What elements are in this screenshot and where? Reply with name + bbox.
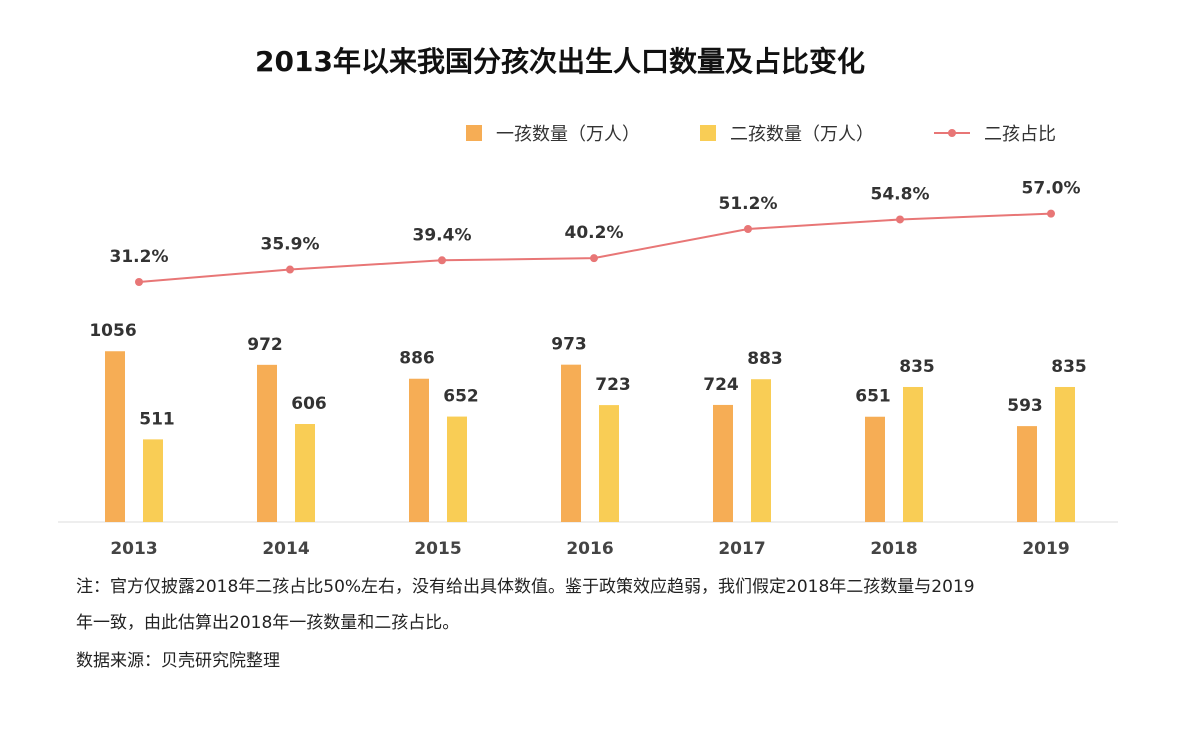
data-label-first-child-2016: 973 <box>551 335 587 355</box>
data-label-share-2013: 31.2% <box>110 247 169 267</box>
point-share-2013 <box>135 278 143 286</box>
legend-label-second-child-share: 二孩占比 <box>984 124 1056 145</box>
bar-first-child-2017 <box>713 404 733 522</box>
bar-second-child-2015 <box>447 416 467 522</box>
data-label-first-child-2017: 724 <box>703 375 739 395</box>
bar-first-child-2018 <box>865 416 885 522</box>
data-label-second-child-2019: 835 <box>1051 357 1087 377</box>
legend-line-swatch <box>934 125 970 141</box>
bar-second-child-2018 <box>903 386 923 522</box>
data-label-share-2014: 35.9% <box>261 235 320 255</box>
data-label-share-2017: 51.2% <box>719 194 778 214</box>
bar-second-child-2014 <box>295 424 315 522</box>
x-tick-label-2019: 2019 <box>1022 539 1069 559</box>
data-label-first-child-2014: 972 <box>247 335 283 355</box>
point-share-2014 <box>286 265 294 274</box>
chart-title: 2013年以来我国分孩次出生人口数量及占比变化 <box>255 45 865 78</box>
point-share-2015 <box>438 256 446 265</box>
data-label-share-2016: 40.2% <box>565 223 624 243</box>
point-share-2018 <box>896 215 904 224</box>
bar-first-child-2014 <box>257 364 277 522</box>
footnote-line-2: 年一致，由此估算出2018年一孩数量和二孩占比。 <box>76 613 460 633</box>
x-tick-label-2018: 2018 <box>870 539 917 559</box>
legend-item-second-child-share: 二孩占比 <box>934 120 1056 146</box>
data-label-second-child-2016: 723 <box>595 375 631 395</box>
legend-label-second-child: 二孩数量（万人） <box>730 124 874 145</box>
bar-second-child-2013 <box>143 439 163 522</box>
data-label-first-child-2015: 886 <box>399 349 435 369</box>
bar-second-child-2017 <box>751 379 771 522</box>
point-share-2016 <box>590 254 598 263</box>
x-tick-label-2016: 2016 <box>566 539 613 559</box>
x-tick-label-2015: 2015 <box>414 539 461 559</box>
x-tick-label-2014: 2014 <box>262 539 309 559</box>
data-label-second-child-2018: 835 <box>899 357 935 377</box>
point-share-2019 <box>1047 209 1055 218</box>
data-label-second-child-2013: 511 <box>139 409 175 429</box>
bar-first-child-2019 <box>1017 426 1037 522</box>
data-label-first-child-2013: 1056 <box>89 321 136 341</box>
data-label-second-child-2015: 652 <box>443 387 479 407</box>
data-label-second-child-2017: 883 <box>747 349 783 369</box>
x-tick-label-2017: 2017 <box>718 539 765 559</box>
data-label-share-2015: 39.4% <box>413 225 472 245</box>
data-label-first-child-2019: 593 <box>1007 396 1043 416</box>
x-tick-label-2013: 2013 <box>110 539 157 559</box>
source-note: 数据来源：贝壳研究院整理 <box>76 651 280 671</box>
footnote-line-1: 注：官方仅披露2018年二孩占比50%左右，没有给出具体数值。鉴于政策效应趋弱，… <box>76 577 975 597</box>
legend-label-first-child: 一孩数量（万人） <box>496 124 640 145</box>
bar-first-child-2016 <box>561 364 581 522</box>
bar-first-child-2013 <box>105 351 125 522</box>
bar-second-child-2016 <box>599 405 619 522</box>
bar-first-child-2015 <box>409 378 429 522</box>
legend-item-second-child: 二孩数量（万人） <box>700 120 874 146</box>
legend-swatch-second-child <box>700 125 716 141</box>
legend-item-first-child: 一孩数量（万人） <box>466 120 640 146</box>
data-label-share-2019: 57.0% <box>1022 179 1081 199</box>
data-label-share-2018: 54.8% <box>871 184 930 204</box>
data-label-first-child-2018: 651 <box>855 387 891 407</box>
bar-second-child-2019 <box>1055 386 1075 522</box>
data-label-second-child-2014: 606 <box>291 394 327 414</box>
legend-swatch-first-child <box>466 125 482 141</box>
point-share-2017 <box>744 225 752 233</box>
